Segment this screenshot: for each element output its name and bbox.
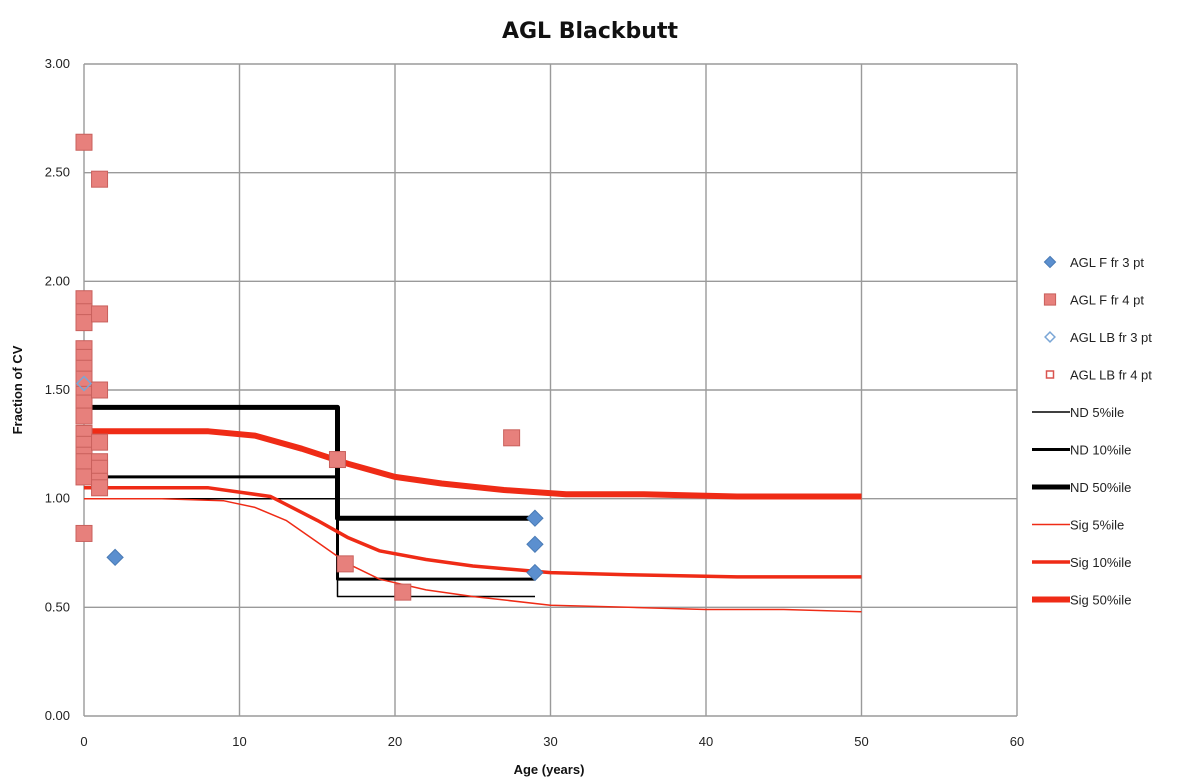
data-point <box>75 468 93 486</box>
data-point <box>75 133 93 151</box>
legend-entry: ND 10%ile <box>1070 443 1131 458</box>
y-tick-label: 1.00 <box>45 491 70 506</box>
data-point <box>75 375 93 392</box>
series-line <box>84 475 535 581</box>
data-point <box>75 453 93 471</box>
legend-entry: AGL F fr 3 pt <box>1070 255 1144 270</box>
data-point <box>91 381 109 399</box>
x-tick-label: 20 <box>388 734 402 749</box>
tick-labels: 0 10 20 30 40 50 60 0.00 0.50 1.00 1.50 2.00 2.50 3.0… <box>45 56 1025 749</box>
data-point <box>91 170 109 188</box>
y-tick-label: 0.00 <box>45 708 70 723</box>
x-tick-label: 60 <box>1010 734 1024 749</box>
series-line <box>84 428 862 500</box>
series-line <box>84 486 862 579</box>
legend-swatch <box>1045 370 1055 379</box>
data-point <box>328 451 346 469</box>
y-axis-label: Fraction of CV <box>10 345 25 434</box>
x-tick-label: 30 <box>543 734 557 749</box>
legend-entry: Sig 10%ile <box>1070 555 1131 570</box>
legend-entry: ND 5%ile <box>1070 405 1124 420</box>
legend-swatch <box>1043 255 1057 269</box>
data-point <box>75 524 93 542</box>
plot-area <box>75 133 862 613</box>
data-point <box>91 479 109 497</box>
data-point <box>106 548 124 567</box>
legend-entry: ND 50%ile <box>1070 480 1131 495</box>
legend-entry: Sig 5%ile <box>1070 518 1124 533</box>
data-point <box>394 583 412 601</box>
data-point <box>91 305 109 323</box>
data-point <box>75 407 93 425</box>
legend: AGL F fr 3 pt AGL F fr 4 pt AGL LB fr 3 pt… <box>1032 255 1152 608</box>
data-point <box>91 433 109 451</box>
x-tick-label: 0 <box>80 734 87 749</box>
data-point <box>526 509 544 527</box>
grid <box>83 63 1018 717</box>
y-tick-label: 2.50 <box>45 165 70 180</box>
legend-swatch <box>1043 293 1057 306</box>
data-point <box>336 555 354 573</box>
series-line <box>84 497 862 613</box>
x-axis-label: Age (years) <box>514 762 585 777</box>
data-point <box>503 429 521 447</box>
x-tick-label: 50 <box>854 734 868 749</box>
legend-swatch <box>1044 331 1056 343</box>
data-point <box>526 535 544 554</box>
legend-entry: Sig 50%ile <box>1070 593 1131 608</box>
y-tick-label: 3.00 <box>45 56 70 71</box>
y-tick-label: 1.50 <box>45 382 70 397</box>
y-tick-label: 0.50 <box>45 599 70 614</box>
chart-title: AGL Blackbutt <box>502 19 679 44</box>
x-tick-label: 10 <box>232 734 246 749</box>
legend-entry: AGL LB fr 3 pt <box>1070 330 1152 345</box>
x-tick-label: 40 <box>699 734 713 749</box>
data-point <box>75 314 93 332</box>
y-tick-label: 2.00 <box>45 273 70 288</box>
legend-entry: AGL LB fr 4 pt <box>1070 368 1152 383</box>
series-line <box>84 404 535 521</box>
series-line <box>84 497 535 598</box>
legend-entry: AGL F fr 4 pt <box>1070 293 1144 308</box>
data-point <box>526 563 544 582</box>
